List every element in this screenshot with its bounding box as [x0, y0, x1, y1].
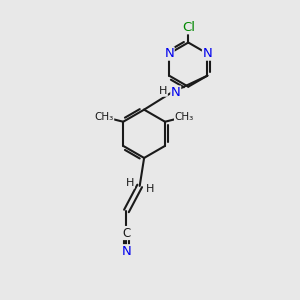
Text: N: N	[164, 47, 174, 60]
Text: H: H	[159, 86, 167, 96]
Text: Cl: Cl	[182, 21, 195, 34]
Text: H: H	[126, 178, 134, 188]
Text: H: H	[146, 184, 154, 194]
Text: CH₃: CH₃	[175, 112, 194, 122]
Text: C: C	[122, 226, 130, 239]
Text: CH₃: CH₃	[94, 112, 114, 122]
Text: N: N	[122, 245, 131, 258]
Text: N: N	[171, 86, 181, 99]
Text: N: N	[202, 47, 212, 60]
